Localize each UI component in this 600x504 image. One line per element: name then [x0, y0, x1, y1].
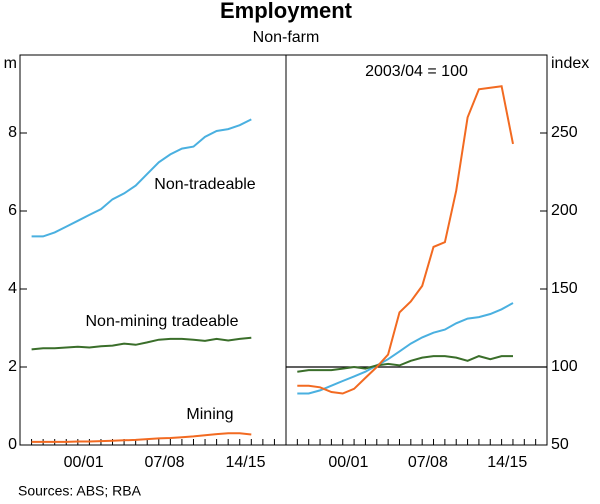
y-tick-label: 250 — [551, 124, 578, 141]
x-tick-label: 00/01 — [328, 454, 368, 471]
series-line — [297, 302, 514, 395]
y-tick-label: 4 — [8, 280, 17, 297]
series-line — [297, 85, 514, 395]
x-tick-label: 00/01 — [64, 454, 104, 471]
source: Sources: ABS; RBA — [18, 483, 142, 499]
x-tick-label: 14/15 — [225, 454, 265, 471]
chart-title: Employment — [220, 0, 353, 23]
y-tick-label: 8 — [8, 124, 17, 141]
series-label: Mining — [186, 406, 233, 423]
y-tick-label: 200 — [551, 202, 578, 219]
x-tick-label: 14/15 — [487, 454, 527, 471]
series-line — [31, 336, 252, 351]
series-line — [297, 355, 513, 373]
series-line — [31, 432, 252, 443]
annotation: 2003/04 = 100 — [365, 63, 468, 80]
y-axis-label: index — [551, 55, 589, 72]
series-label: Non-mining tradeable — [86, 313, 239, 330]
y-tick-label: 100 — [551, 358, 578, 375]
y-tick-label: 6 — [8, 202, 17, 219]
chart-subtitle: Non-farm — [253, 29, 320, 46]
series-label: Non-tradeable — [154, 176, 256, 193]
x-tick-label: 07/08 — [145, 454, 185, 471]
y-tick-label: 50 — [551, 436, 569, 453]
frame — [19, 54, 548, 446]
y-tick-label: 150 — [551, 280, 578, 297]
y-axis-label: m — [4, 55, 17, 72]
y-tick-label: 0 — [8, 436, 17, 453]
y-tick-label: 2 — [8, 358, 17, 375]
series-line — [31, 118, 252, 238]
x-tick-label: 07/08 — [408, 454, 448, 471]
